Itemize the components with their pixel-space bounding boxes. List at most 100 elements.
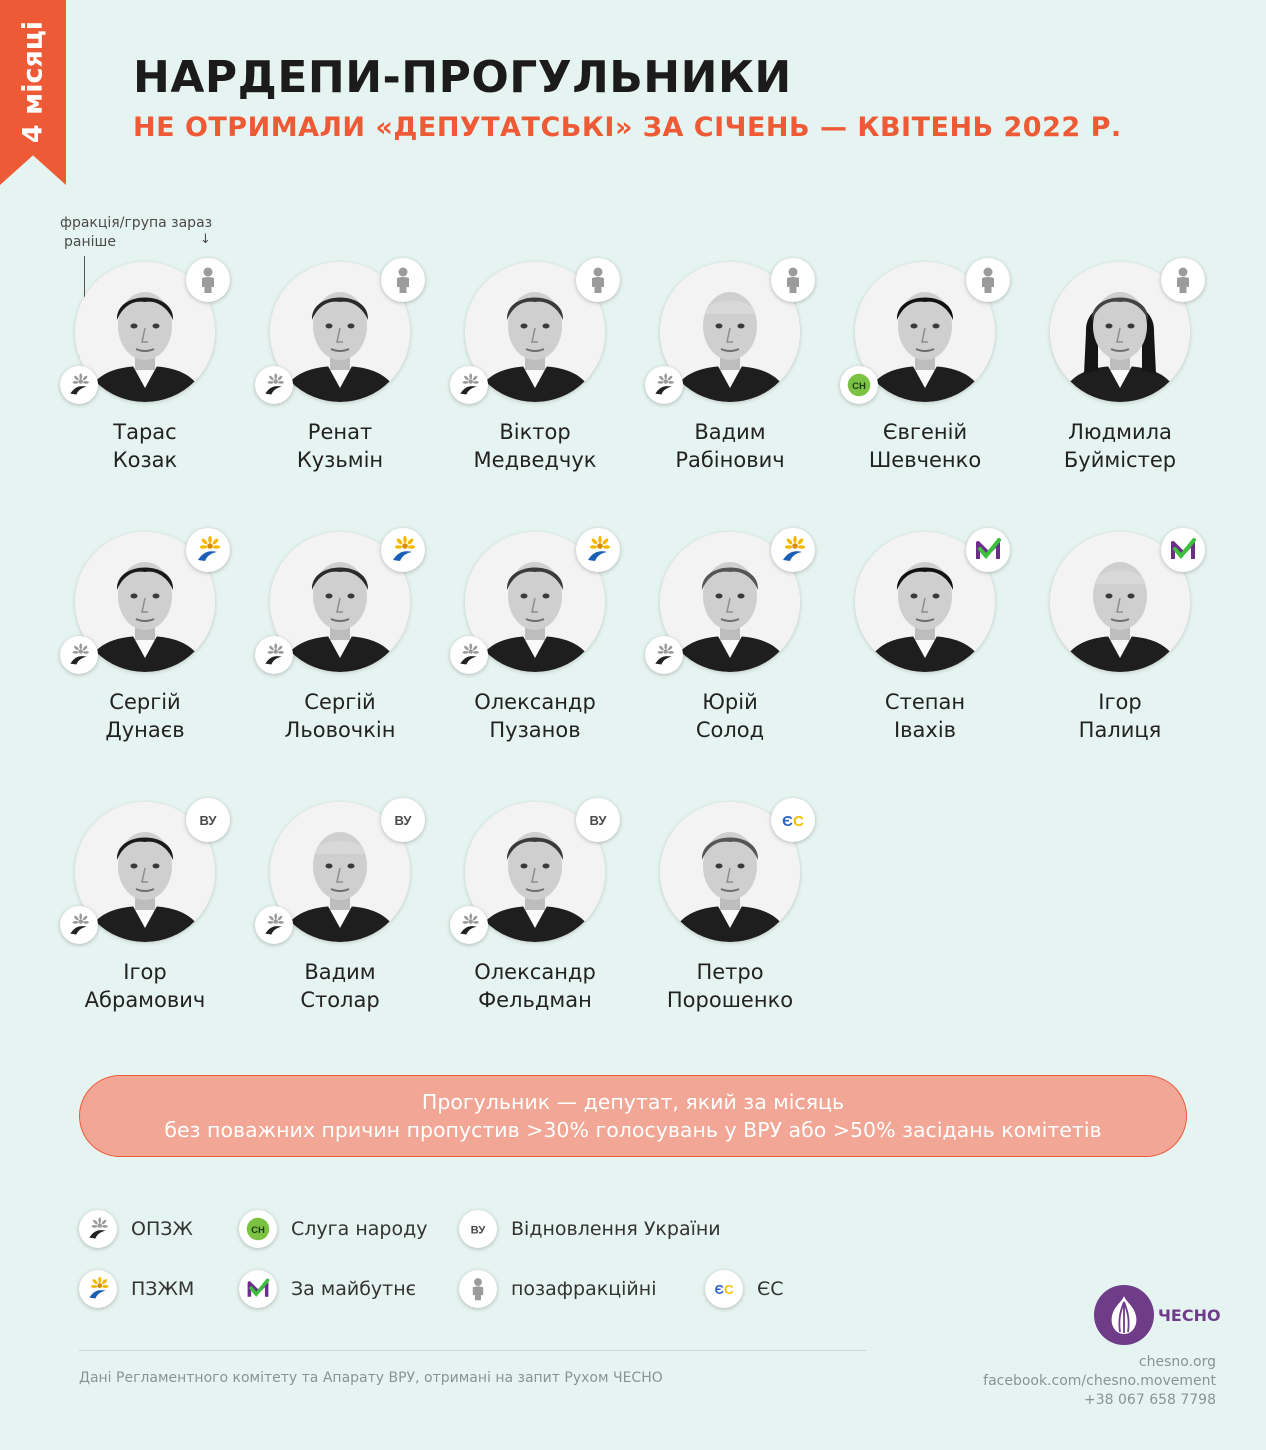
yes-icon: Є С [705,1270,743,1308]
legend-item: Є С ЄС [705,1269,784,1309]
svg-text:СН: СН [251,1225,265,1236]
svg-text:ВУ: ВУ [395,813,413,828]
vidnovlennia-icon: ВУ [381,798,425,842]
legend-label: ПЗЖМ [131,1278,195,1300]
deputy-last-name: Пузанов [489,718,581,742]
deputy-name: Ігор Палиця [1025,688,1215,744]
deputy-first-name: Тарас [113,420,177,444]
independent-icon [966,258,1010,302]
period-label: 4 місяці [17,20,49,144]
vidnovlennia-icon: ВУ [459,1210,497,1248]
phone-number: +38 067 658 7798 [1084,1392,1216,1408]
legend-label: Відновлення України [511,1218,721,1240]
deputy-last-name: Івахів [893,718,957,742]
legend-item: позафракційні [459,1269,656,1309]
website-link[interactable]: chesno.org [1138,1354,1216,1370]
logo-wordmark: ЧЕСНО [1158,1305,1221,1325]
independent-icon [186,258,230,302]
opzzh-icon [255,636,293,674]
deputy-first-name: Віктор [499,420,571,444]
deputy-photo [75,262,215,402]
deputy-name: Віктор Медведчук [440,418,630,474]
opzzh-icon [60,906,98,944]
svg-text:ВУ: ВУ [471,1224,487,1236]
vidnovlennia-icon: ВУ [186,798,230,842]
svg-text:ВУ: ВУ [200,813,218,828]
deputy-first-name: Олександр [474,690,596,714]
pzzhm-icon [79,1270,117,1308]
deputy-photo [270,532,410,672]
deputy-name: Ренат Кузьмін [245,418,435,474]
arrow-down-icon: ↓ [200,232,211,247]
sluha-narodu-icon: СН [840,366,878,404]
legend-label: ЄС [757,1278,784,1300]
deputy-last-name: Рабінович [675,448,785,472]
deputy-first-name: Вадим [694,420,766,444]
deputy-name: Степан Івахів [830,688,1020,744]
deputy-name: Олександр Пузанов [440,688,630,744]
deputy-name: Олександр Фельдман [440,958,630,1014]
deputy-first-name: Євгеній [882,420,968,444]
hint-previous-faction: раніше [64,234,116,250]
definition-line-2: без поважних причин пропустив >30% голос… [164,1118,1102,1142]
opzzh-icon [645,636,683,674]
deputy-card: Сергій Льовочкін [245,528,435,792]
svg-text:Є: Є [715,1282,724,1297]
legend-label: За майбутнє [291,1278,417,1300]
deputy-last-name: Фельдман [478,988,592,1012]
legend-label: Слуга народу [291,1218,428,1240]
deputy-first-name: Петро [696,960,764,984]
deputy-card: Юрій Солод [635,528,825,792]
independent-icon [1161,258,1205,302]
deputy-last-name: Буймістер [1063,448,1177,472]
deputy-last-name: Медведчук [473,448,597,472]
deputy-last-name: Шевченко [868,448,982,472]
deputy-card: ВУ Ігор Абрамович [50,798,240,1062]
svg-text:С: С [793,813,804,830]
definition-line-1: Прогульник — депутат, який за місяць [421,1090,845,1114]
deputy-name: Людмила Буймістер [1025,418,1215,474]
legend-item: СН Слуга народу [239,1209,427,1249]
deputy-last-name: Дунаєв [105,718,185,742]
independent-icon [459,1270,497,1308]
legend-item: ВУ Відновлення України [459,1209,721,1249]
opzzh-icon [450,906,488,944]
legend-item: За майбутнє [239,1269,416,1309]
za-maibutnie-icon [239,1270,277,1308]
deputy-name: Сергій Дунаєв [50,688,240,744]
independent-icon [576,258,620,302]
deputy-name: Вадим Столар [245,958,435,1014]
deputy-card: Є С Петро Порошенко [635,798,825,1062]
facebook-link[interactable]: facebook.com/chesno.movement [983,1373,1216,1389]
pzzhm-icon [381,528,425,572]
pzzhm-icon [576,528,620,572]
opzzh-icon [255,906,293,944]
deputy-name: Євгеній Шевченко [830,418,1020,474]
deputy-first-name: Сергій [109,690,181,714]
deputy-card: Сергій Дунаєв [50,528,240,792]
deputy-card: Вадим Рабінович [635,258,825,522]
svg-text:Є: Є [782,813,793,830]
page-title: НАРДЕПИ-ПРОГУЛЬНИКИ [133,52,792,103]
deputy-photo [270,262,410,402]
deputy-last-name: Палиця [1078,718,1162,742]
deputy-card: Олександр Пузанов [440,528,630,792]
deputy-last-name: Солод [695,718,765,742]
yes-icon: Є С [771,798,815,842]
deputy-card: СН Євгеній Шевченко [830,258,1020,522]
pzzhm-icon [771,528,815,572]
opzzh-icon [255,366,293,404]
deputy-name: Тарас Козак [50,418,240,474]
contacts: chesno.org facebook.com/chesno.movement … [983,1353,1216,1410]
deputy-photo [660,802,800,942]
svg-text:СН: СН [852,381,866,392]
deputy-card: ВУ Вадим Столар [245,798,435,1062]
opzzh-icon [450,366,488,404]
deputy-card: Віктор Медведчук [440,258,630,522]
sluha-narodu-icon: СН [239,1210,277,1248]
deputy-name: Ігор Абрамович [50,958,240,1014]
legend-item: ПЗЖМ [79,1269,194,1309]
deputy-photo [1050,262,1190,402]
deputy-card: ВУ Олександр Фельдман [440,798,630,1062]
deputy-photo [75,802,215,942]
